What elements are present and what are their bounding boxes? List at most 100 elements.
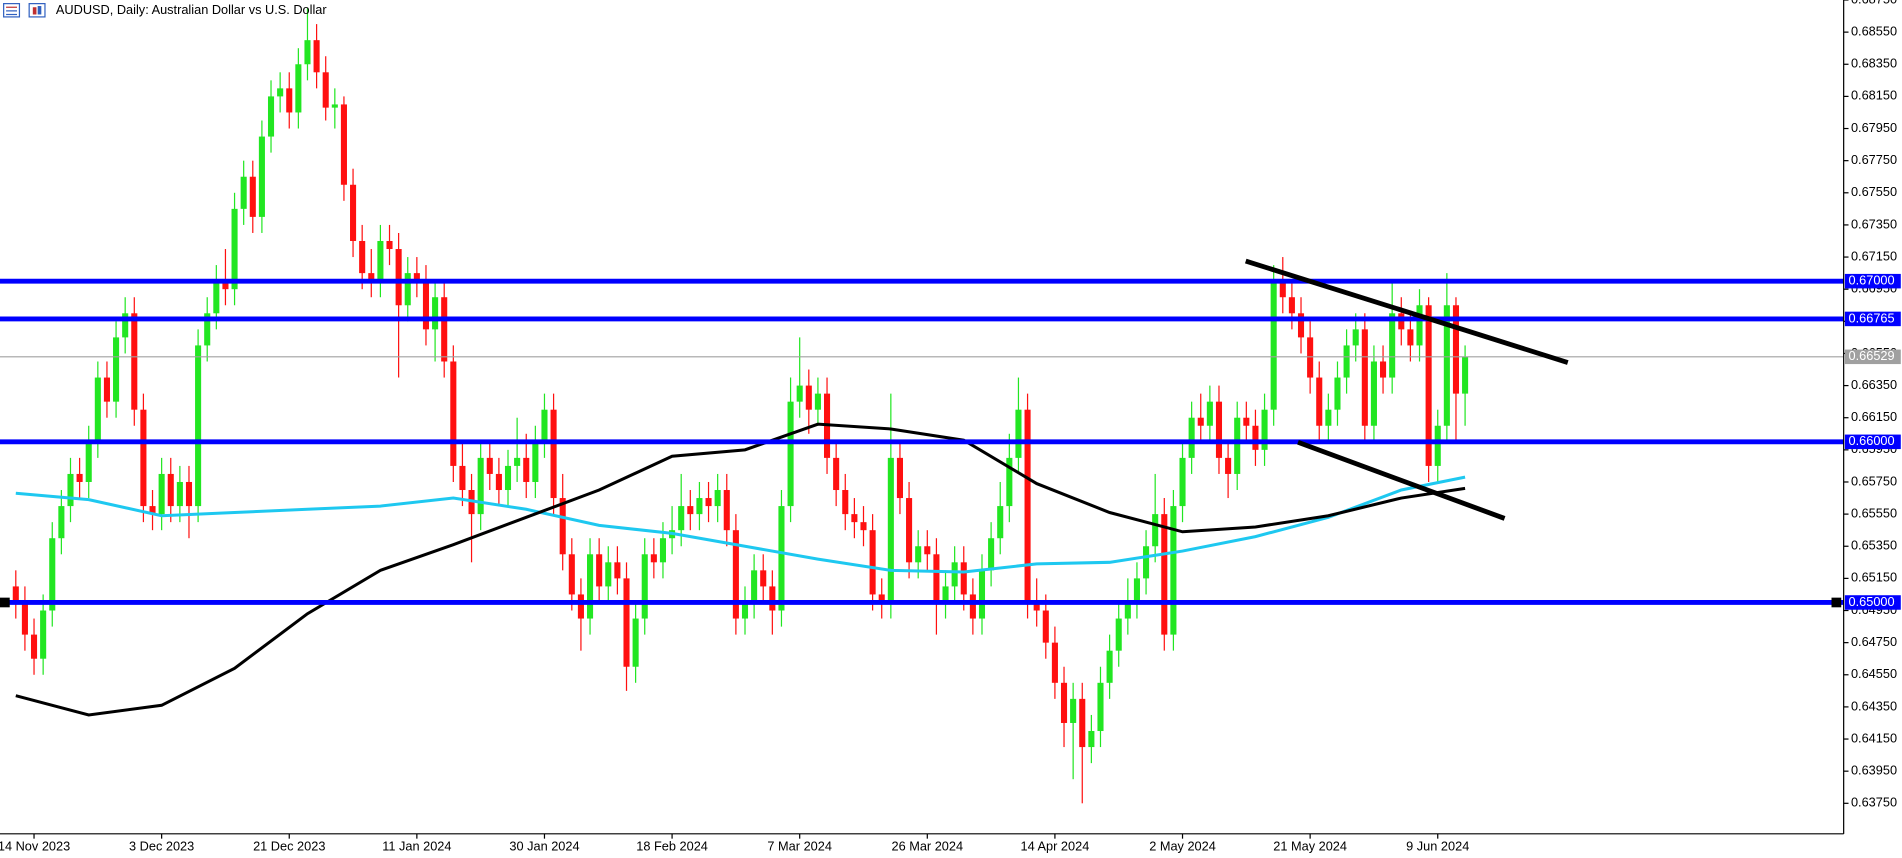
candle-body <box>988 538 995 571</box>
candle-body <box>778 506 785 611</box>
candle-body <box>331 104 338 108</box>
candle-body <box>1307 337 1314 378</box>
y-tick-label: 0.67550 <box>1851 184 1897 199</box>
candle-body <box>413 273 420 282</box>
candle-body <box>796 385 803 402</box>
candle-body <box>896 457 903 499</box>
candle-body <box>1361 329 1368 426</box>
candle-body <box>1252 425 1259 450</box>
candle-body <box>951 562 958 587</box>
candle-body <box>1279 281 1286 298</box>
candle-body <box>1106 650 1113 683</box>
candle-body <box>149 506 156 515</box>
candle-body <box>267 96 275 137</box>
candle-body <box>231 208 238 290</box>
candle-body <box>614 562 621 579</box>
level-handle <box>1831 597 1842 608</box>
candle-body <box>313 40 320 73</box>
candle-body <box>933 554 940 603</box>
candle-body <box>851 514 858 523</box>
candle-body <box>67 473 74 507</box>
candle-body <box>1215 401 1223 458</box>
candle-body <box>94 377 101 442</box>
x-tick-label: 21 Dec 2023 <box>253 839 325 854</box>
candle-body <box>523 457 530 482</box>
candle-body <box>1024 409 1031 603</box>
candle-body <box>741 602 749 619</box>
candle-body <box>678 506 685 531</box>
y-tick-label: 0.64550 <box>1851 666 1897 681</box>
y-tick-label: 0.65550 <box>1851 505 1897 520</box>
candle-body <box>714 490 721 507</box>
candle-body <box>878 594 885 603</box>
candle-body <box>915 546 922 563</box>
x-tick-label: 14 Nov 2023 <box>0 839 70 854</box>
candle-body <box>432 297 439 330</box>
candle-body <box>131 313 138 410</box>
y-tick-label: 0.67950 <box>1851 120 1897 135</box>
candle-body <box>249 176 256 217</box>
y-tick-label: 0.67750 <box>1851 152 1897 167</box>
candle-body <box>960 562 967 595</box>
candle-body <box>340 104 347 185</box>
candle-body <box>495 473 502 491</box>
y-tick-label: 0.68550 <box>1851 24 1897 39</box>
level-label: 0.66000 <box>1849 433 1895 448</box>
level-label-box <box>1844 434 1901 450</box>
candle-body <box>596 554 603 587</box>
candle-body <box>359 240 366 274</box>
candle-body <box>514 457 521 466</box>
candle-body <box>58 506 65 539</box>
candle-body <box>441 297 448 362</box>
candle-body <box>623 578 630 667</box>
x-tick-label: 21 May 2024 <box>1273 839 1347 854</box>
icon[interactable] <box>28 3 46 18</box>
moving-average <box>15 475 1466 574</box>
price-label-box <box>1844 349 1901 365</box>
x-tick-label: 26 Mar 2024 <box>891 839 963 854</box>
candle-body <box>176 481 183 507</box>
candle-body <box>532 441 539 482</box>
candle-body <box>559 498 566 555</box>
current-price-label: 0.66529 <box>1849 348 1895 363</box>
candle-body <box>1042 610 1049 643</box>
candle-body <box>1334 377 1341 410</box>
candle-body <box>1006 457 1013 507</box>
candle-body <box>240 176 247 209</box>
y-tick-label: 0.67350 <box>1851 216 1897 231</box>
candle-body <box>286 88 293 113</box>
x-tick-label: 3 Dec 2023 <box>129 839 194 854</box>
candle-body <box>805 385 812 410</box>
candle-body <box>1088 731 1095 748</box>
candle-body <box>887 457 894 603</box>
candle-body <box>787 401 794 507</box>
candle-body <box>760 570 767 587</box>
candle-body <box>924 546 931 555</box>
x-tick-label: 11 Jan 2024 <box>382 839 451 854</box>
candle-body <box>969 594 976 619</box>
candle-body <box>295 64 302 113</box>
level-label-box <box>1844 273 1901 289</box>
candle-body <box>1297 313 1305 338</box>
candle-body <box>1352 329 1359 346</box>
candle-body <box>386 240 393 250</box>
candle-body <box>842 490 849 515</box>
candle-body <box>477 457 484 515</box>
candle-body <box>1407 329 1414 346</box>
trend-line <box>1297 440 1506 521</box>
y-tick-label: 0.65150 <box>1851 570 1897 585</box>
candle-body <box>997 506 1004 539</box>
candle-body <box>869 530 876 595</box>
candle-body <box>814 393 821 410</box>
candle-body <box>568 554 575 595</box>
candle-body <box>1343 345 1350 378</box>
candle-body <box>541 409 548 442</box>
candle-body <box>167 473 174 507</box>
candle-body <box>696 498 703 515</box>
y-tick-label: 0.64150 <box>1851 730 1897 745</box>
candle-body <box>1060 682 1068 723</box>
